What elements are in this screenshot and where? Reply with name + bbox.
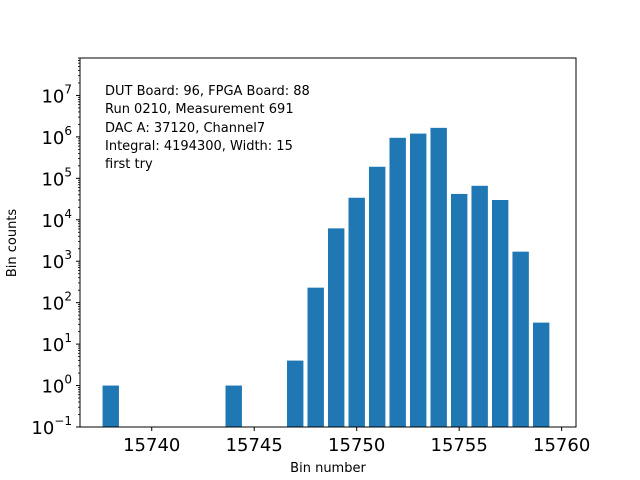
y-tick-label-1e2: 102 [41, 290, 72, 315]
annotation-line-2: Run 0210, Measurement 691 [105, 102, 294, 117]
bar-15752 [389, 137, 406, 428]
y-tick-label-1e7: 107 [41, 82, 72, 107]
bar-15750 [348, 197, 365, 427]
x-tick-label-15760: 15760 [533, 435, 590, 456]
x-tick-label-15745: 15745 [226, 435, 283, 456]
x-tick-label-15740: 15740 [123, 435, 180, 456]
bar-15747 [287, 360, 304, 427]
plot-frame [79, 57, 577, 428]
annotation-block: DUT Board: 96, FPGA Board: 88 Run 0210, … [105, 84, 310, 172]
bar-15759 [532, 322, 550, 427]
y-tick-label-1e6: 106 [41, 124, 72, 149]
bars-group [102, 127, 550, 428]
x-axis-label: Bin number [290, 461, 366, 476]
bar-15758 [512, 251, 529, 427]
y-tick-label-1e4: 104 [41, 207, 72, 232]
bar-15753 [409, 133, 427, 427]
annotation-line-4: Integral: 4194300, Width: 15 [105, 139, 293, 154]
bar-15757 [491, 199, 509, 427]
bar-15751 [368, 166, 386, 427]
y-tick-label-1e5: 105 [41, 165, 72, 190]
bar-15754 [430, 127, 447, 428]
x-tick-label-15755: 15755 [431, 435, 488, 456]
annotation-line-1: DUT Board: 96, FPGA Board: 88 [105, 84, 310, 99]
y-axis-label: Bin counts [5, 209, 20, 278]
y-tick-label-1e0: 100 [41, 373, 72, 398]
bar-15755 [450, 193, 468, 427]
annotation-line-3: DAC A: 37120, Channel7 [105, 121, 265, 136]
bar-15748 [307, 287, 324, 427]
bar-15738 [102, 385, 119, 427]
y-tick-label-1e1: 101 [41, 331, 72, 356]
annotation-line-5: first try [105, 157, 153, 172]
bar-15756 [471, 185, 488, 427]
x-axis-ticks: 15740 15745 15750 15755 15760 [123, 427, 590, 456]
y-axis-ticks: 10−1 100 101 102 103 104 105 106 107 [31, 57, 80, 439]
bar-15749 [328, 228, 345, 427]
y-tick-label-1e3: 103 [41, 248, 72, 273]
y-tick-label-1e−1: 10−1 [31, 414, 72, 439]
bar-15744 [225, 385, 242, 427]
x-tick-label-15750: 15750 [328, 435, 385, 456]
